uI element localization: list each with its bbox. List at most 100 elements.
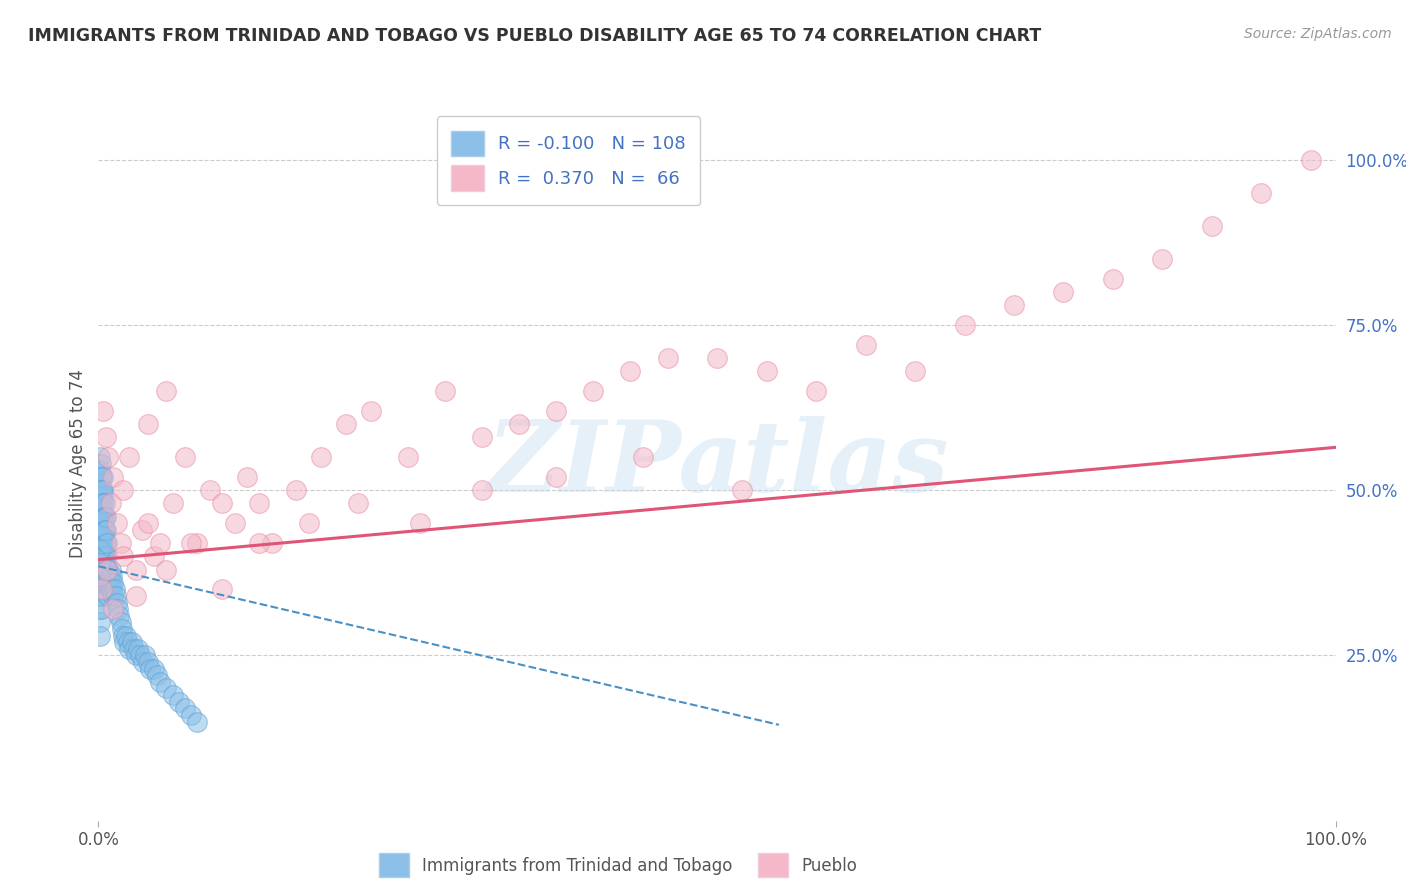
Point [89, 476, 111, 491]
Point [360, 404, 382, 418]
Point [180, 536, 202, 550]
Point [93, 536, 115, 550]
Point [136, 516, 159, 531]
Point [129, 648, 152, 663]
Point [471, 430, 494, 444]
Point [90, 496, 112, 510]
Point [90, 523, 112, 537]
Point [97, 575, 120, 590]
Point [93, 496, 115, 510]
Point [89, 602, 111, 616]
Point [100, 575, 122, 590]
Point [90, 602, 112, 616]
Point [131, 523, 153, 537]
Point [1299, 153, 1322, 167]
Point [409, 516, 432, 531]
Point [100, 563, 122, 577]
Point [90, 589, 112, 603]
Point [103, 589, 125, 603]
Point [155, 681, 177, 696]
Point [97, 563, 120, 577]
Point [89, 615, 111, 630]
Point [124, 648, 146, 663]
Point [96, 536, 118, 550]
Point [260, 536, 283, 550]
Point [1152, 252, 1174, 266]
Point [101, 582, 124, 597]
Point [93, 404, 115, 418]
Point [107, 602, 129, 616]
Point [139, 662, 162, 676]
Point [93, 509, 115, 524]
Point [731, 483, 754, 498]
Point [582, 384, 605, 399]
Point [110, 536, 132, 550]
Point [104, 589, 127, 603]
Point [396, 450, 419, 465]
Point [804, 384, 827, 399]
Point [105, 516, 128, 531]
Point [127, 641, 149, 656]
Point [134, 648, 156, 663]
Point [112, 549, 135, 564]
Point [101, 569, 124, 583]
Point [94, 563, 117, 577]
Point [89, 569, 111, 583]
Point [1201, 219, 1223, 233]
Point [143, 662, 166, 676]
Point [124, 589, 146, 603]
Point [90, 549, 112, 564]
Point [93, 536, 115, 550]
Point [93, 509, 115, 524]
Point [93, 523, 115, 537]
Point [149, 674, 172, 689]
Point [100, 496, 122, 510]
Point [93, 549, 115, 564]
Point [904, 364, 927, 378]
Point [285, 483, 308, 498]
Point [1052, 285, 1074, 299]
Point [433, 384, 456, 399]
Point [89, 549, 111, 564]
Point [108, 608, 131, 623]
Point [155, 384, 177, 399]
Point [211, 496, 233, 510]
Point [224, 516, 246, 531]
Point [136, 655, 159, 669]
Point [546, 470, 568, 484]
Point [89, 563, 111, 577]
Point [91, 483, 114, 498]
Point [112, 635, 135, 649]
Point [186, 714, 208, 729]
Point [90, 509, 112, 524]
Point [1102, 272, 1125, 286]
Point [91, 563, 114, 577]
Point [155, 563, 177, 577]
Point [93, 490, 115, 504]
Point [89, 503, 111, 517]
Point [89, 556, 111, 570]
Point [167, 695, 190, 709]
Point [89, 516, 111, 531]
Point [236, 470, 259, 484]
Point [111, 622, 134, 636]
Point [471, 483, 494, 498]
Point [162, 688, 184, 702]
Point [91, 582, 114, 597]
Point [91, 503, 114, 517]
Point [145, 668, 167, 682]
Point [90, 483, 112, 498]
Point [149, 536, 172, 550]
Point [110, 615, 132, 630]
Point [89, 575, 111, 590]
Point [124, 641, 146, 656]
Point [855, 338, 877, 352]
Text: ZIPatlas: ZIPatlas [486, 416, 948, 512]
Point [136, 417, 159, 432]
Point [121, 635, 143, 649]
Point [124, 563, 146, 577]
Point [132, 655, 155, 669]
Point [103, 575, 125, 590]
Point [211, 582, 233, 597]
Point [91, 575, 114, 590]
